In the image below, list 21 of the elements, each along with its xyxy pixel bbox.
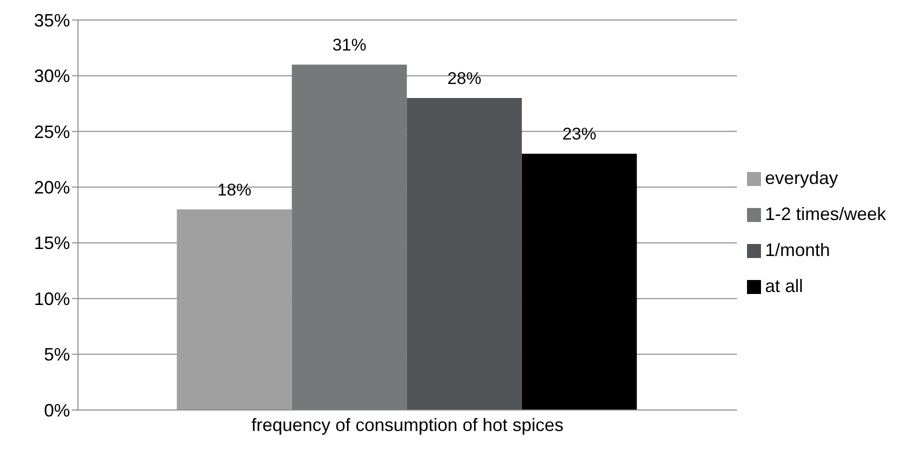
y-tick-label: 5% [44,344,70,365]
data-label: 23% [562,124,596,144]
legend-label: at all [764,276,803,296]
bar [292,64,407,410]
y-tick-label: 30% [34,66,70,86]
y-tick-label: 0% [44,400,70,420]
bar [406,98,522,410]
y-tick-label: 20% [34,178,70,198]
bar [522,154,637,410]
y-tick-label: 25% [34,122,70,142]
legend-label: 1/month [764,240,830,260]
legend-label: everyday [764,168,838,188]
y-tick-label: 10% [34,288,70,309]
y-tick-label: 15% [34,233,70,254]
data-label: 31% [332,36,366,55]
bar [176,209,292,410]
data-label: 28% [447,69,482,88]
legend-label: 1-2 times/week [764,204,886,224]
y-tick-label: 35% [34,10,70,30]
data-label: 18% [217,180,252,200]
x-tick-label: frequency of consumption of hot spices [251,414,564,435]
